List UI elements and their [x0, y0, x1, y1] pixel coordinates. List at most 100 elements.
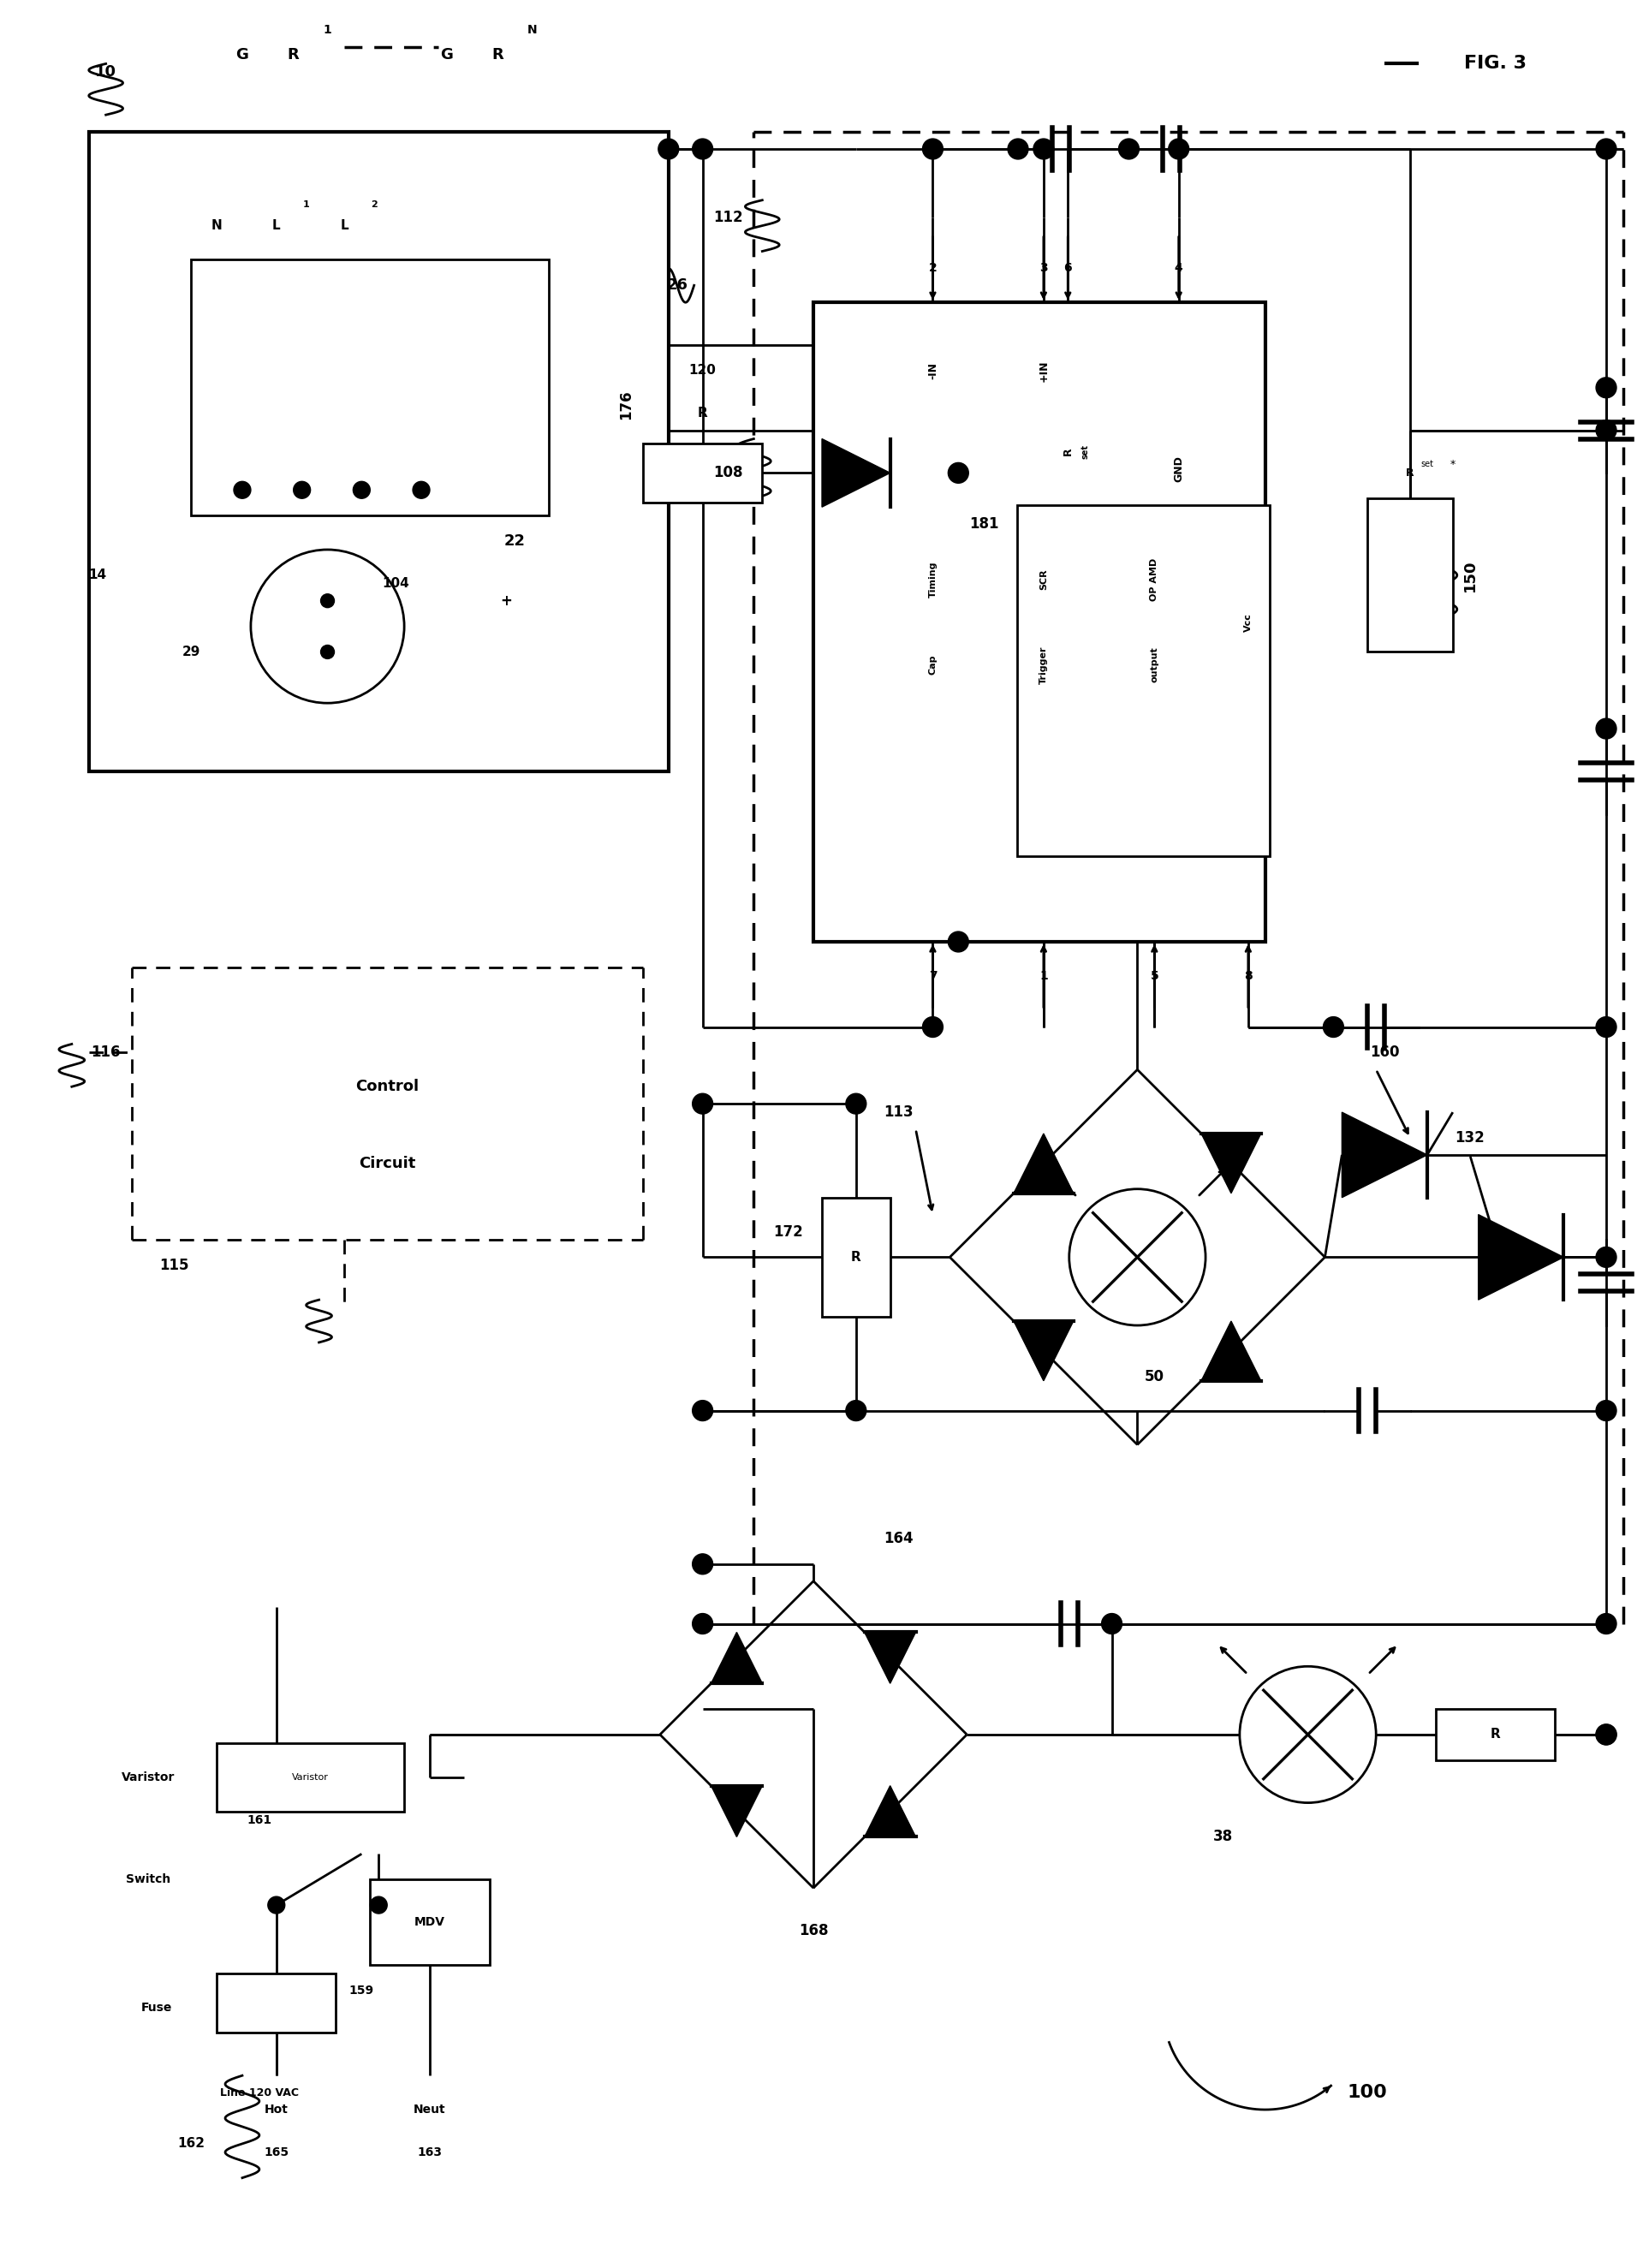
Text: 162: 162: [178, 2136, 204, 2150]
Bar: [216, 1744, 404, 1812]
Circle shape: [693, 1399, 712, 1420]
Text: L: L: [340, 220, 348, 231]
Text: +IN: +IN: [1037, 361, 1049, 381]
Text: R: R: [1491, 1728, 1501, 1742]
Polygon shape: [864, 1633, 915, 1683]
Circle shape: [948, 932, 968, 953]
Text: Line 120 VAC: Line 120 VAC: [219, 2087, 298, 2098]
Text: 161: 161: [247, 1814, 272, 1826]
Text: 100: 100: [1347, 2084, 1387, 2100]
Text: R: R: [1062, 447, 1073, 456]
Text: +: +: [501, 592, 513, 608]
Circle shape: [658, 138, 679, 159]
Text: 168: 168: [798, 1923, 828, 1939]
Text: 176: 176: [618, 390, 633, 420]
Circle shape: [948, 463, 968, 483]
Text: 132: 132: [1454, 1129, 1484, 1145]
Circle shape: [1596, 1016, 1616, 1036]
Bar: [216, 1973, 336, 2032]
Polygon shape: [1014, 1322, 1073, 1381]
Text: 1: 1: [1039, 971, 1047, 982]
Text: 1: 1: [303, 200, 310, 209]
Text: N: N: [211, 220, 223, 231]
Text: GND: GND: [1172, 456, 1184, 481]
Text: 1: 1: [323, 23, 331, 36]
Bar: [1436, 1710, 1555, 1760]
Circle shape: [1596, 1613, 1616, 1633]
Text: set: set: [1421, 460, 1433, 469]
Text: 172: 172: [773, 1225, 803, 1238]
Text: R: R: [287, 48, 300, 64]
Text: Fuse: Fuse: [142, 2000, 173, 2014]
Text: 50: 50: [1144, 1370, 1164, 1383]
Text: Control: Control: [356, 1080, 419, 1095]
Text: L: L: [272, 220, 280, 231]
Text: 6: 6: [1064, 263, 1072, 274]
Polygon shape: [711, 1633, 762, 1683]
Text: 29: 29: [181, 646, 200, 658]
Circle shape: [320, 594, 335, 608]
Text: Timing: Timing: [928, 560, 937, 599]
Text: 164: 164: [884, 1531, 914, 1547]
Circle shape: [846, 1399, 866, 1420]
Text: Trigger: Trigger: [1039, 646, 1047, 683]
Polygon shape: [821, 438, 890, 508]
Circle shape: [1169, 138, 1189, 159]
Circle shape: [693, 1093, 712, 1114]
Bar: [1017, 506, 1270, 857]
Text: Varistor: Varistor: [122, 1771, 175, 1783]
Text: 159: 159: [350, 1984, 374, 1996]
Circle shape: [412, 481, 430, 499]
Text: set: set: [1080, 445, 1090, 458]
Circle shape: [846, 1093, 866, 1114]
Text: 38: 38: [1212, 1830, 1232, 1844]
Polygon shape: [1200, 1134, 1261, 1193]
Circle shape: [1069, 1188, 1205, 1325]
Polygon shape: [1200, 1322, 1261, 1381]
Text: output: output: [1149, 646, 1159, 683]
Text: Neut: Neut: [414, 2105, 445, 2116]
Text: Hot: Hot: [264, 2105, 289, 2116]
Circle shape: [1596, 1247, 1616, 1268]
Circle shape: [1034, 138, 1054, 159]
Circle shape: [267, 1896, 285, 1914]
Text: 2: 2: [928, 263, 937, 274]
Circle shape: [922, 1016, 943, 1036]
Text: Switch: Switch: [125, 1873, 171, 1885]
Text: *: *: [1449, 458, 1456, 469]
Circle shape: [1596, 1724, 1616, 1744]
Text: 150: 150: [1463, 560, 1478, 592]
Text: 3: 3: [1039, 263, 1047, 274]
Circle shape: [1008, 138, 1029, 159]
Text: OP AMD: OP AMD: [1149, 558, 1159, 601]
Text: Vcc: Vcc: [1243, 612, 1253, 631]
Circle shape: [369, 1896, 388, 1914]
Text: 163: 163: [417, 2146, 442, 2159]
Text: 104: 104: [383, 578, 409, 590]
Text: 165: 165: [264, 2146, 289, 2159]
Text: FIG. 3: FIG. 3: [1464, 54, 1527, 73]
Text: 14: 14: [89, 569, 107, 581]
Text: 5: 5: [1151, 971, 1159, 982]
Circle shape: [922, 138, 943, 159]
Text: R: R: [491, 48, 505, 64]
Circle shape: [1322, 1016, 1344, 1036]
Text: 120: 120: [689, 365, 716, 376]
Text: Cap: Cap: [928, 655, 937, 676]
Text: SCR: SCR: [1039, 569, 1047, 590]
Circle shape: [693, 1554, 712, 1574]
Circle shape: [1102, 1613, 1121, 1633]
Text: 108: 108: [714, 465, 744, 481]
Text: 8: 8: [1243, 971, 1252, 982]
Text: G: G: [440, 48, 453, 64]
Circle shape: [1596, 420, 1616, 440]
Circle shape: [251, 549, 404, 703]
Text: 112: 112: [714, 209, 744, 225]
Text: 26: 26: [666, 277, 688, 293]
Text: 4: 4: [1174, 263, 1182, 274]
Circle shape: [1118, 138, 1139, 159]
Bar: [89, 132, 668, 771]
Polygon shape: [1342, 1111, 1426, 1198]
Circle shape: [353, 481, 369, 499]
Text: 7: 7: [928, 971, 937, 982]
